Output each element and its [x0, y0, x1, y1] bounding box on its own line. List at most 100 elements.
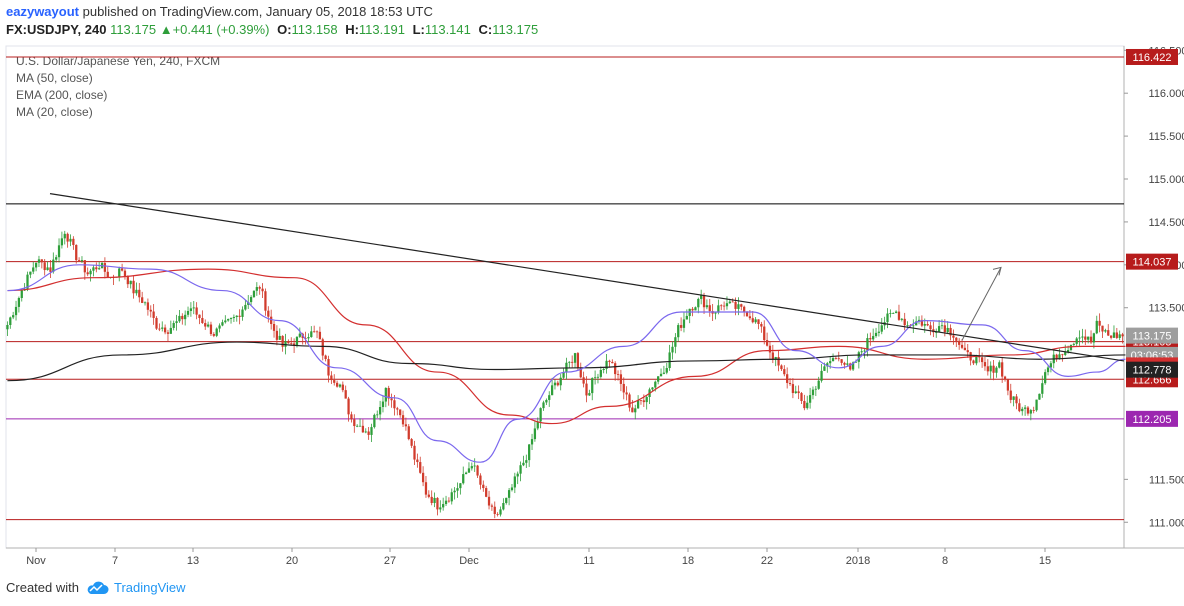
candle-body — [591, 378, 594, 394]
candle-body — [169, 327, 172, 334]
candle-body — [206, 324, 210, 327]
candle — [135, 282, 138, 296]
candle-body — [1026, 407, 1030, 414]
candle — [335, 380, 339, 388]
candle-body — [725, 303, 729, 307]
y-tick-label: 116.000 — [1149, 88, 1184, 100]
candle-body — [204, 323, 207, 327]
candles — [6, 230, 1124, 519]
candle — [444, 495, 448, 506]
candle-body — [118, 268, 121, 277]
candle-body — [553, 382, 557, 386]
candle-body — [783, 369, 786, 375]
candle — [485, 485, 488, 498]
candle — [34, 262, 38, 272]
candle-body — [1072, 343, 1075, 345]
candle — [436, 497, 439, 516]
candle-body — [161, 327, 164, 329]
candle — [1006, 378, 1010, 396]
candle-body — [966, 350, 969, 353]
candle-body — [464, 472, 468, 475]
candle — [579, 362, 582, 379]
candle — [972, 359, 975, 365]
candle — [46, 261, 49, 271]
candle — [811, 386, 815, 400]
candle-body — [849, 363, 852, 370]
candle-body — [321, 339, 324, 356]
candle-body — [433, 497, 436, 504]
candle-body — [401, 415, 405, 425]
candle — [596, 373, 600, 384]
candle-body — [657, 376, 660, 382]
candle-body — [393, 400, 396, 409]
candle — [267, 306, 270, 323]
candle — [427, 490, 430, 499]
candle — [892, 312, 895, 314]
candle-body — [450, 492, 453, 502]
candle — [720, 304, 723, 311]
candle-body — [487, 496, 491, 506]
candle — [510, 484, 514, 492]
high-value: 113.191 — [358, 22, 405, 37]
candle — [229, 317, 233, 324]
candle-body — [972, 360, 975, 364]
candle — [808, 387, 812, 409]
candle — [1115, 327, 1118, 340]
candle-body — [98, 268, 101, 270]
candle-body — [1055, 354, 1058, 360]
candle — [614, 361, 617, 381]
candle-body — [410, 439, 413, 446]
candle — [1061, 353, 1064, 362]
candle — [949, 324, 952, 341]
candle-body — [1061, 354, 1064, 356]
candle — [143, 301, 147, 306]
candle-body — [691, 308, 694, 311]
candle-body — [605, 360, 608, 369]
candle — [1075, 336, 1078, 347]
author-link[interactable]: eazywayout — [6, 4, 79, 19]
candle-body — [1084, 336, 1087, 340]
candle-body — [1029, 410, 1032, 414]
x-tick-label: 2018 — [846, 555, 870, 567]
candle — [341, 381, 344, 393]
candle-body — [347, 398, 350, 415]
candle-body — [542, 402, 545, 409]
candle — [75, 244, 78, 264]
candle-body — [831, 358, 835, 362]
candle-body — [808, 395, 812, 403]
candle — [255, 282, 258, 296]
x-tick-label: 22 — [761, 555, 773, 567]
candle — [175, 314, 178, 331]
candle-body — [95, 267, 98, 270]
candle-body — [172, 323, 175, 328]
candle — [1009, 383, 1012, 404]
candle — [708, 298, 711, 317]
candle-body — [201, 318, 204, 324]
candle — [556, 380, 559, 387]
candle-body — [43, 262, 46, 271]
candle-body — [912, 325, 915, 327]
candle — [195, 302, 198, 320]
candle — [533, 421, 537, 442]
candle-body — [34, 262, 38, 268]
candle-body — [496, 513, 499, 515]
candle-body — [593, 377, 597, 379]
candle — [743, 305, 746, 317]
candle-body — [178, 315, 181, 322]
tradingview-cloud-icon — [87, 581, 109, 594]
candle — [571, 355, 574, 368]
candle-body — [330, 375, 333, 381]
candle — [310, 326, 313, 338]
candle-body — [679, 325, 683, 328]
candle — [1101, 325, 1104, 338]
candle — [95, 262, 98, 273]
symbol[interactable]: FX:USDJPY, 240 — [6, 22, 107, 37]
candle-body — [1012, 396, 1015, 400]
legend-indicator: EMA (200, close) — [16, 88, 107, 102]
candle — [315, 330, 319, 339]
candle-body — [702, 295, 706, 308]
tradingview-link[interactable]: TradingView — [85, 580, 186, 595]
price-tag-text: 116.422 — [1133, 52, 1172, 64]
candle-body — [720, 305, 723, 307]
